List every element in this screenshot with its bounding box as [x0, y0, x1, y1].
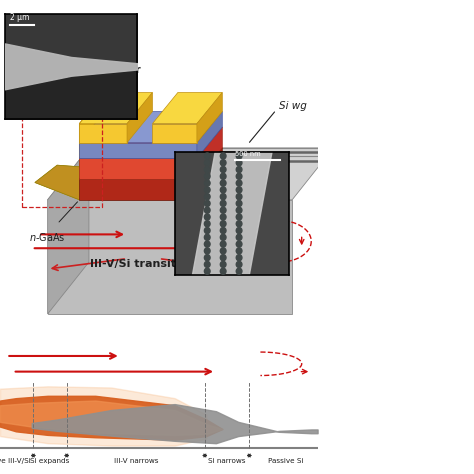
Polygon shape [197, 111, 222, 158]
Circle shape [204, 160, 210, 166]
Polygon shape [197, 92, 222, 143]
Polygon shape [35, 92, 105, 200]
Polygon shape [153, 92, 222, 124]
Circle shape [236, 255, 242, 261]
Circle shape [204, 228, 210, 234]
Circle shape [204, 261, 210, 267]
Circle shape [220, 153, 226, 159]
Circle shape [236, 261, 242, 267]
Circle shape [236, 180, 242, 186]
Circle shape [236, 153, 242, 159]
Circle shape [220, 207, 226, 213]
Circle shape [204, 166, 210, 173]
Polygon shape [80, 127, 222, 158]
Text: III-V narrows: III-V narrows [114, 458, 158, 464]
Polygon shape [80, 92, 105, 200]
Circle shape [204, 201, 210, 207]
Circle shape [236, 160, 242, 166]
Circle shape [236, 207, 242, 213]
Polygon shape [153, 124, 197, 143]
Circle shape [236, 248, 242, 254]
Circle shape [236, 214, 242, 220]
Circle shape [220, 193, 226, 200]
Polygon shape [192, 152, 272, 275]
Circle shape [204, 248, 210, 254]
Circle shape [220, 268, 226, 274]
Circle shape [204, 221, 210, 227]
Circle shape [220, 261, 226, 267]
Circle shape [220, 248, 226, 254]
Polygon shape [80, 124, 127, 143]
Polygon shape [80, 143, 197, 158]
Circle shape [220, 221, 226, 227]
Text: Grating holes: Grating holes [196, 207, 262, 217]
Circle shape [220, 255, 226, 261]
Circle shape [236, 193, 242, 200]
Circle shape [204, 207, 210, 213]
Polygon shape [80, 92, 153, 124]
Text: Passive Si: Passive Si [268, 458, 303, 464]
Circle shape [220, 180, 226, 186]
Polygon shape [197, 148, 222, 200]
Polygon shape [35, 165, 105, 200]
Circle shape [204, 153, 210, 159]
Polygon shape [80, 179, 197, 200]
Text: III-V taper: III-V taper [82, 65, 140, 75]
Text: Si expands: Si expands [30, 458, 70, 464]
Circle shape [236, 221, 242, 227]
Circle shape [236, 166, 242, 173]
Polygon shape [80, 158, 197, 179]
Polygon shape [47, 148, 89, 314]
Polygon shape [197, 127, 222, 179]
Text: 2 μm: 2 μm [10, 12, 29, 21]
Text: III-V/Si transition: III-V/Si transition [90, 259, 196, 269]
Circle shape [204, 234, 210, 240]
Circle shape [220, 234, 226, 240]
Circle shape [220, 201, 226, 207]
Polygon shape [47, 148, 334, 200]
Circle shape [204, 268, 210, 274]
Circle shape [236, 201, 242, 207]
Circle shape [204, 255, 210, 261]
Circle shape [204, 214, 210, 220]
Circle shape [236, 228, 242, 234]
Circle shape [236, 241, 242, 247]
Circle shape [236, 268, 242, 274]
Circle shape [204, 180, 210, 186]
Circle shape [204, 241, 210, 247]
Circle shape [220, 160, 226, 166]
Circle shape [204, 193, 210, 200]
Circle shape [220, 166, 226, 173]
Text: ve III-V/Si: ve III-V/Si [0, 458, 31, 464]
Circle shape [204, 173, 210, 180]
Circle shape [220, 173, 226, 180]
Text: Si narrows: Si narrows [208, 458, 246, 464]
Polygon shape [80, 148, 222, 179]
Circle shape [204, 187, 210, 193]
Circle shape [220, 228, 226, 234]
Text: 500 nm: 500 nm [235, 151, 260, 156]
Circle shape [236, 234, 242, 240]
Circle shape [236, 173, 242, 180]
Text: Si wg: Si wg [280, 101, 307, 111]
Circle shape [220, 214, 226, 220]
Polygon shape [80, 111, 222, 143]
Circle shape [236, 187, 242, 193]
Circle shape [220, 187, 226, 193]
Polygon shape [127, 92, 153, 143]
Polygon shape [47, 200, 292, 314]
Text: $n$-GaAs: $n$-GaAs [29, 231, 66, 243]
Circle shape [220, 241, 226, 247]
